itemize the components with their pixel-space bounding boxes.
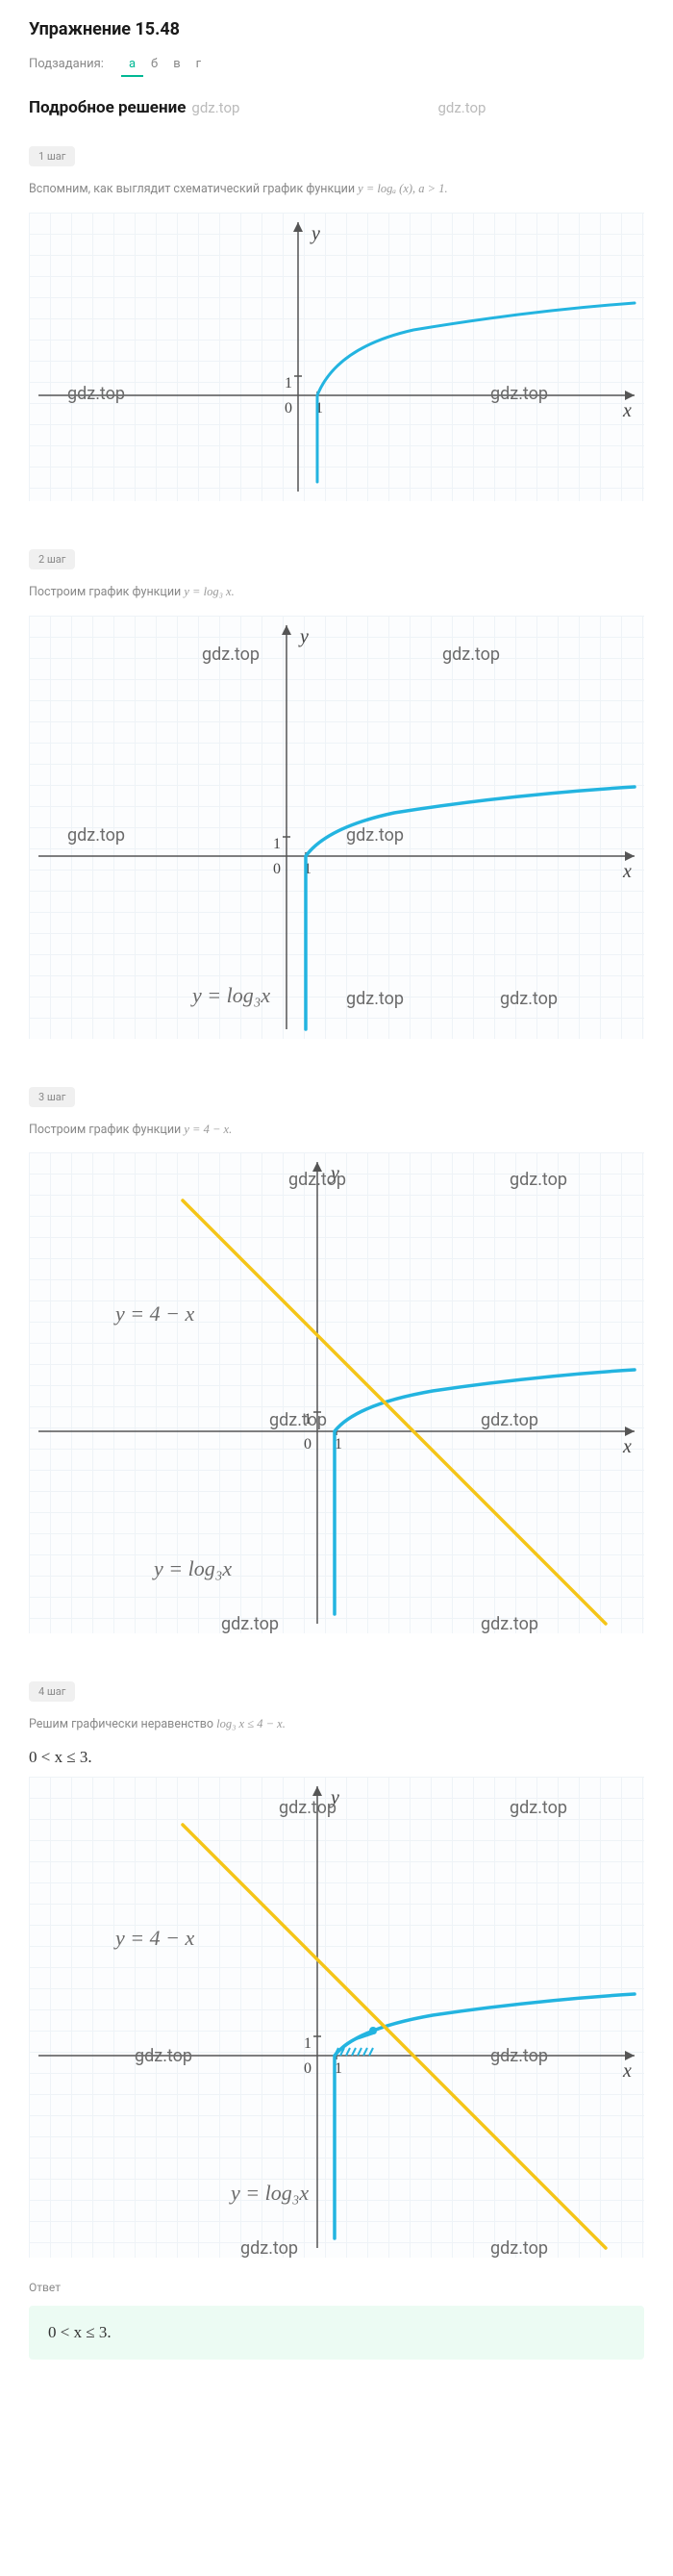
svg-text:0: 0 bbox=[304, 1436, 312, 1452]
step-badge: 1 шаг bbox=[29, 146, 75, 166]
tab-в[interactable]: в bbox=[165, 53, 187, 75]
subtasks-row: Подзадания: абвг bbox=[29, 57, 644, 71]
svg-text:1: 1 bbox=[285, 375, 292, 391]
equation-label: y = log₃x bbox=[192, 983, 270, 1008]
chart: xy101y = 4 − xy = log₃xgdz.topgdz.topgdz… bbox=[29, 1777, 644, 2258]
svg-text:0: 0 bbox=[273, 861, 281, 877]
svg-text:y: y bbox=[329, 1787, 339, 1808]
step-badge: 4 шаг bbox=[29, 1681, 75, 1702]
chart: xy101gdz.topgdz.top bbox=[29, 213, 644, 501]
step-text: Решим графически неравенство log₃ x ≤ 4 … bbox=[29, 1715, 644, 1734]
step-badge: 3 шаг bbox=[29, 1087, 75, 1107]
exercise-title: Упражнение 15.48 bbox=[29, 19, 644, 39]
svg-text:x: x bbox=[622, 2060, 632, 2082]
svg-text:x: x bbox=[622, 1436, 632, 1457]
svg-text:x: x bbox=[622, 400, 632, 421]
step-text: Вспомним, как выглядит схематический гра… bbox=[29, 180, 644, 199]
watermark-inline: gdz.top bbox=[191, 99, 239, 116]
answer-box: 0 < x ≤ 3. bbox=[29, 2306, 644, 2360]
tab-б[interactable]: б bbox=[143, 53, 165, 75]
chart: xy101y = log₃xgdz.topgdz.topgdz.topgdz.t… bbox=[29, 616, 644, 1039]
step-result: 0 < x ≤ 3. bbox=[29, 1748, 644, 1767]
equation-label: y = log₃x bbox=[231, 2181, 309, 2206]
equation-label: y = 4 − x bbox=[115, 1926, 194, 1951]
svg-text:1: 1 bbox=[304, 1411, 312, 1427]
svg-text:1: 1 bbox=[304, 2035, 312, 2052]
svg-text:y: y bbox=[310, 223, 320, 244]
tab-г[interactable]: г bbox=[188, 53, 209, 75]
solution-header-row: Подробное решение gdz.top gdz.top bbox=[29, 98, 644, 121]
chart: xy101y = 4 − xy = log₃xgdz.topgdz.topgdz… bbox=[29, 1152, 644, 1633]
step-badge: 2 шаг bbox=[29, 549, 75, 569]
step-text: Построим график функции y = 4 − x. bbox=[29, 1121, 644, 1140]
svg-text:x: x bbox=[622, 861, 632, 882]
svg-text:y: y bbox=[329, 1163, 339, 1184]
equation-label: y = log₃x bbox=[154, 1556, 232, 1581]
svg-text:y: y bbox=[298, 626, 309, 647]
step-text: Построим график функции y = log₃ x. bbox=[29, 583, 644, 602]
subtasks-label: Подзадания: bbox=[29, 57, 104, 71]
svg-text:0: 0 bbox=[285, 400, 292, 417]
equation-label: y = 4 − x bbox=[115, 1301, 194, 1326]
solution-title: Подробное решение bbox=[29, 98, 186, 117]
answer-label: Ответ bbox=[29, 2281, 644, 2294]
watermark-inline: gdz.top bbox=[437, 99, 486, 116]
svg-text:0: 0 bbox=[304, 2060, 312, 2077]
tab-а[interactable]: а bbox=[121, 53, 143, 77]
svg-text:1: 1 bbox=[273, 836, 281, 852]
